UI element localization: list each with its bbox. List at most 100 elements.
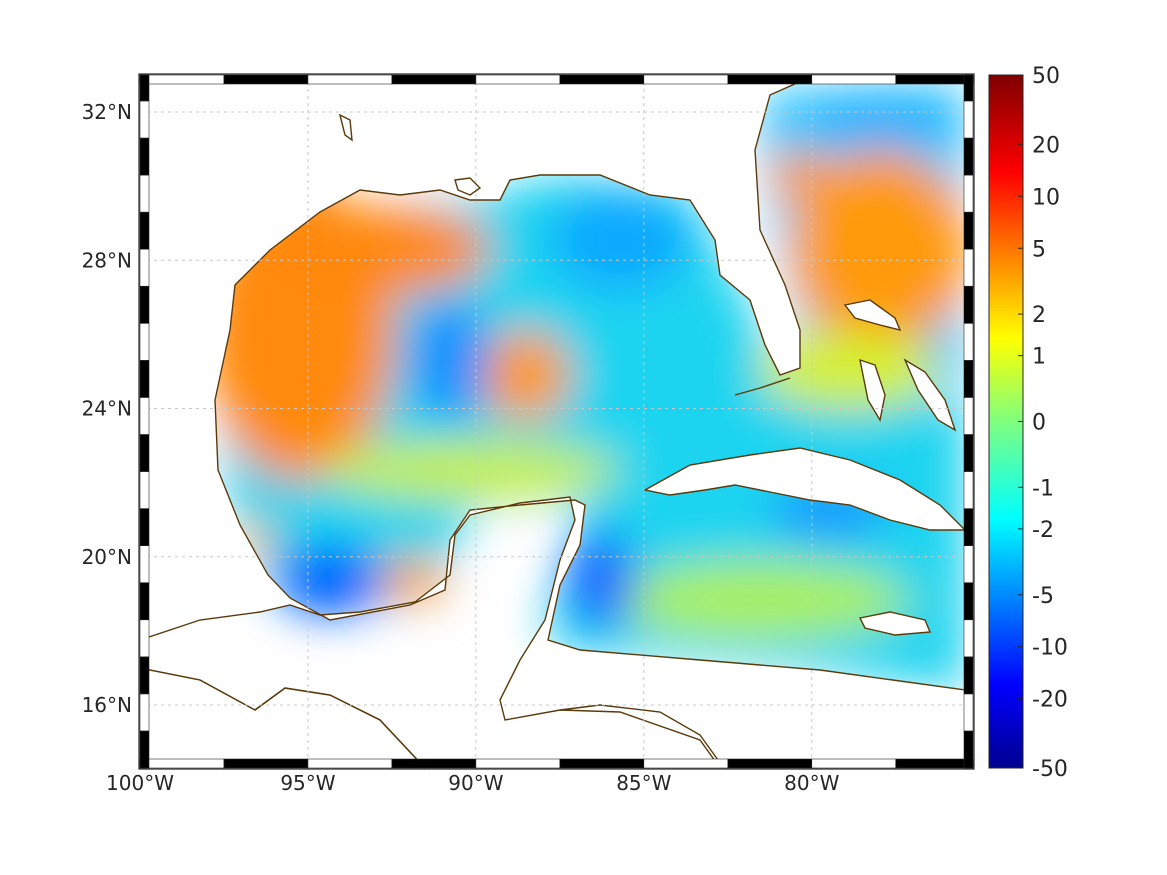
colorbar-tick-label: 2 [1032, 303, 1046, 328]
frame-segment-right [963, 100, 974, 139]
lon-tick-label: 85°W [616, 771, 671, 795]
frame-segment-right [963, 730, 974, 769]
frame-segment-right [963, 174, 974, 213]
frame-segment-left [139, 582, 150, 621]
mexico-pacific-coast [139, 667, 426, 769]
mexico-us-land [140, 75, 973, 768]
colorbar-tick-label: -1 [1032, 476, 1054, 501]
colorbar-tick-label: -2 [1032, 518, 1054, 543]
frame-segment-top [223, 74, 309, 85]
frame-segment-left [139, 508, 150, 546]
colorbar-tick-label: 50 [1032, 64, 1060, 89]
frame-segment-right [963, 211, 974, 250]
colorbar-tick-label: -10 [1032, 636, 1068, 661]
frame-segment-bottom [223, 758, 309, 769]
frame-segment-bottom [895, 758, 974, 769]
frame-segment-right [963, 619, 974, 658]
frame-segment-right [963, 74, 974, 102]
frame-segment-left [139, 174, 150, 213]
central-band-green [320, 440, 620, 500]
jamaica-land [858, 611, 932, 636]
frame-segment-top [811, 74, 897, 85]
us-coast-islands [454, 177, 482, 196]
lat-tick-label: 24°N [82, 397, 132, 421]
frame-segment-bottom [643, 758, 729, 769]
frame-segment-left [139, 211, 150, 250]
frame-segment-bottom [475, 758, 561, 769]
colorbar-tick-label: -20 [1032, 688, 1068, 713]
colorbar-tick-label: -50 [1032, 757, 1068, 782]
frame-segment-right [963, 471, 974, 509]
central-gulf-cool [410, 300, 490, 420]
colorbar-tick-label: 10 [1032, 185, 1060, 210]
frame-segment-left [139, 285, 150, 324]
frame-segment-left [139, 360, 150, 398]
gridlines [140, 75, 973, 768]
frame-segment-left [139, 619, 150, 658]
frame-segment-right [963, 397, 974, 435]
frame-segment-top [475, 74, 561, 85]
campeche-warm [377, 558, 447, 602]
frame-segment-top [643, 74, 729, 85]
longitude-labels: 100°W 95°W 90°W 85°W 80°W [106, 771, 840, 795]
lat-tick-label: 32°N [82, 100, 132, 124]
atlantic-cool [810, 90, 950, 150]
frame-segment-right [963, 434, 974, 472]
atlantic-warm [790, 150, 970, 350]
frame-outline [138, 73, 975, 770]
frame-segment-bottom [559, 758, 645, 769]
colorbar-tick-label: -5 [1032, 584, 1054, 609]
latitude-labels: 16°N 20°N 24°N 28°N 32°N [82, 100, 132, 717]
bahamas-b [859, 358, 886, 422]
frame-segment-left [139, 545, 150, 584]
frame-segment-left [139, 693, 150, 732]
straits-green [760, 330, 940, 410]
lat-tick-label: 20°N [82, 545, 132, 569]
frame-segment-bottom [391, 758, 477, 769]
caribbean-green [610, 560, 910, 640]
map-frame [138, 73, 975, 770]
frame-segment-left [139, 397, 150, 435]
frame-segment-top [391, 74, 477, 85]
frame-segment-right [963, 693, 974, 732]
lon-tick-label: 100°W [106, 771, 174, 795]
frame-segment-top [895, 74, 974, 85]
frame-segment-bottom [307, 758, 393, 769]
bahamas-a [843, 299, 902, 332]
frame-segment-left [139, 74, 150, 102]
frame-segment-left [139, 656, 150, 695]
lon-tick-label: 95°W [280, 771, 335, 795]
northwest-gulf-warm [270, 205, 490, 295]
frame-segment-bottom [139, 758, 225, 769]
lake-coast [338, 113, 353, 142]
frame-segment-left [139, 730, 150, 769]
frame-segment-left [139, 471, 150, 509]
coastline-details [139, 113, 791, 769]
land-masses [140, 75, 973, 768]
frame-segment-right [963, 360, 974, 398]
lat-tick-label: 28°N [82, 248, 132, 272]
frame-segment-top [727, 74, 813, 85]
frame-segment-bottom [811, 758, 897, 769]
frame-segment-right [963, 656, 974, 695]
lat-tick-label: 16°N [82, 693, 132, 717]
atlantic-warm-2 [770, 150, 830, 200]
frame-segment-right [963, 285, 974, 324]
florida-keys [734, 377, 791, 396]
frame-segment-left [139, 100, 150, 139]
frame-segment-right [963, 248, 974, 287]
colorbar-tick-label: 0 [1032, 411, 1046, 436]
colorbar-tick-label: 20 [1032, 133, 1060, 158]
lon-tick-label: 80°W [784, 771, 839, 795]
yucatan-cool [565, 530, 635, 630]
frame-segment-top [559, 74, 645, 85]
frame-segment-right [963, 508, 974, 546]
frame-segment-right [963, 582, 974, 621]
frame-segment-left [139, 137, 150, 176]
colorbar-gradient [988, 74, 1024, 769]
colorbar-tick-label: 5 [1032, 237, 1046, 262]
frame-segment-top [139, 74, 225, 85]
